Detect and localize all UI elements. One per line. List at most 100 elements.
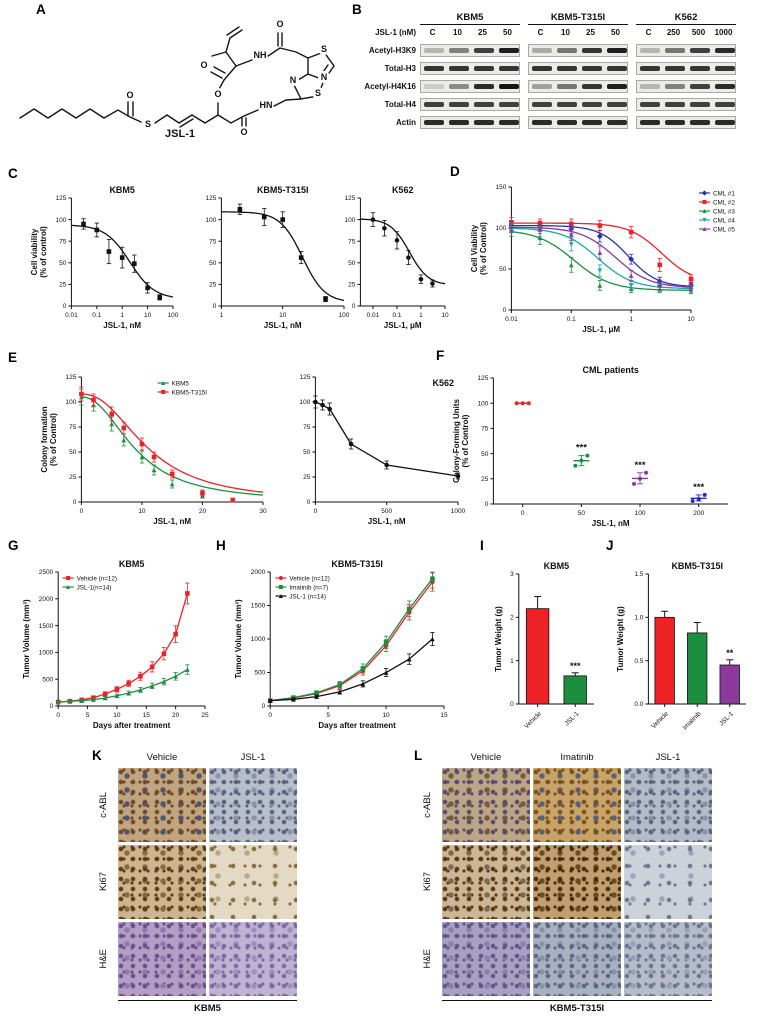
chart-colony-formation: 0 25 50 75 100 125 Colony formation (% of Contr… [38,368,273,530]
svg-text:Vehicle: Vehicle [523,710,543,730]
svg-text:30: 30 [259,508,267,515]
svg-text:125: 125 [66,374,77,381]
svg-text:JSL-1, nM: JSL-1, nM [264,321,302,330]
blot-band [498,120,519,125]
blot-row-label: Total-H3 [384,64,416,73]
svg-text:75: 75 [59,238,67,245]
blot-band [531,48,552,53]
blot-band [498,66,519,71]
svg-text:0: 0 [307,499,311,506]
svg-text:15: 15 [440,712,448,719]
blot-band [473,66,494,71]
dose-value: 50 [503,28,512,37]
svg-text:15: 15 [143,712,151,719]
ihc-image [624,845,712,919]
svg-text:CML #3: CML #3 [713,208,735,215]
svg-text:10: 10 [279,312,287,319]
svg-text:0: 0 [521,510,525,517]
svg-text:1500: 1500 [39,623,54,630]
dose-value: 25 [478,28,487,37]
svg-text:KBM5: KBM5 [172,380,190,387]
chart-svg: 0.0 0.5 1.0 1.5 Tumor Weight (g) KBM5-T315I Ve… [616,561,746,732]
ihc-panel-t315i: Vehicle Imatinib JSL-1 c-ABL Ki67 H&E KBM5-T31… [420,752,720,1030]
ihc-caption: KBM5-T315I [549,1003,605,1014]
blot-band [714,102,735,107]
svg-text:50: 50 [69,449,77,456]
blot-band [714,120,735,125]
ihc-image [209,845,297,919]
svg-text:JSL-1 (n=14): JSL-1 (n=14) [289,593,326,600]
panel-label-c: C [8,166,18,181]
svg-text:Imatinib (n=7): Imatinib (n=7) [289,584,328,591]
atom-label: N [321,72,328,82]
svg-text:10: 10 [687,316,695,323]
svg-text:5: 5 [86,712,90,719]
blot-band [556,48,577,53]
dose-value: C [429,28,436,37]
blot-strip [636,116,736,129]
svg-text:25: 25 [59,282,67,289]
svg-text:50: 50 [499,266,507,273]
blot-row-label: Total-H4 [384,100,416,109]
svg-text:Days after treatment: Days after treatment [318,721,396,730]
svg-text:10: 10 [138,508,146,515]
svg-text:100: 100 [635,510,646,517]
blot-band [689,102,710,107]
svg-text:(% of control): (% of control) [39,226,48,278]
blot-band [473,102,494,107]
svg-text:0: 0 [56,712,60,719]
svg-text:(% of Control): (% of Control) [49,413,58,466]
ihc-caption: KBM5 [194,1003,221,1014]
blot-band [664,48,685,53]
chart-tumor-volume-t315i: 0 500 1000 1500 2000 Tumor Volume (mm³) KBM5-T… [232,556,454,734]
svg-text:1500: 1500 [251,603,266,610]
atom-label: N [290,75,297,85]
caption-rule [442,1000,712,1001]
svg-text:100: 100 [300,399,311,406]
blot-band [714,48,735,53]
dose-value: 25 [586,28,595,37]
blot-band [423,102,444,107]
svg-text:0.0: 0.0 [634,701,643,708]
svg-text:1.0: 1.0 [634,615,643,622]
svg-text:0: 0 [485,501,489,508]
svg-text:25: 25 [209,282,217,289]
blot-strip [420,116,520,129]
blot-band [498,102,519,107]
blot-strip [420,80,520,93]
chart-tumor-volume-kbm5: 0 500 1000 1500 2000 2500 Tumor Volume (mm³) KB… [20,556,215,734]
svg-text:CML #2: CML #2 [713,199,735,206]
svg-text:75: 75 [348,238,356,245]
svg-text:0: 0 [73,499,77,506]
svg-text:JSL-1, μM: JSL-1, μM [384,321,422,330]
svg-text:Imatinib: Imatinib [682,710,703,731]
blot-band [448,120,469,125]
svg-text:500: 500 [42,676,53,683]
chart-svg: 0 1 2 3 Tumor Weight (g) KBM5 Vehicle *** JSL-1 [494,561,594,730]
svg-text:25: 25 [348,282,356,289]
svg-text:KBM5: KBM5 [109,185,135,195]
svg-text:***: *** [634,460,645,471]
svg-text:200: 200 [693,510,704,517]
blot-band [664,66,685,71]
svg-text:100: 100 [66,399,77,406]
panel-label-j: J [606,538,614,553]
svg-text:KBM5: KBM5 [119,559,145,569]
svg-text:50: 50 [303,449,311,456]
blot-band [531,102,552,107]
ihc-column-header: Vehicle [146,752,178,763]
blot-strip [528,116,628,129]
ihc-image [442,845,530,919]
blot-band [556,66,577,71]
panel-label-g: G [8,538,19,553]
blot-row-label: Acetyl-H4K16 [364,82,416,91]
ihc-image [118,922,206,996]
svg-text:0.1: 0.1 [567,316,576,323]
atom-label: NH [254,50,267,60]
svg-text:125: 125 [300,374,311,381]
ihc-column-header: Imatinib [560,752,594,763]
svg-text:Days after treatment: Days after treatment [93,721,171,730]
blot-band [423,120,444,125]
panel-label-d: D [450,164,460,179]
